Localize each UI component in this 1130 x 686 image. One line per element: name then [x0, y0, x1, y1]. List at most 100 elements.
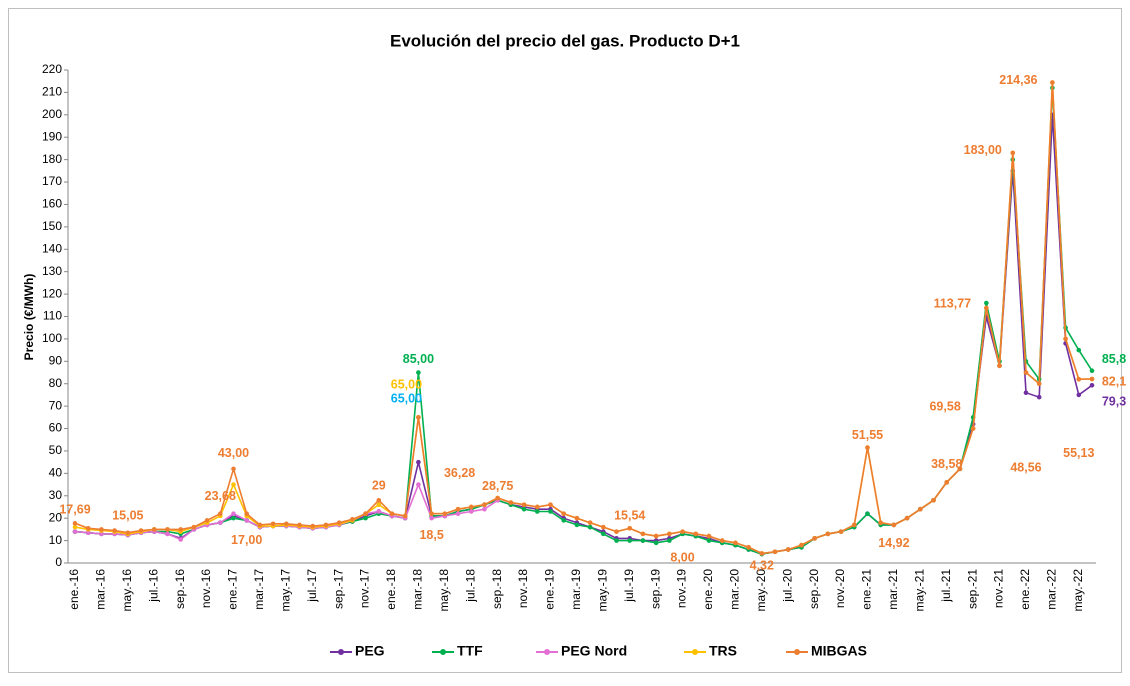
x-tick-label: jul.-21	[939, 569, 953, 603]
point	[442, 511, 448, 516]
data-label: 85,8	[1102, 352, 1126, 366]
point	[1089, 382, 1095, 388]
x-tick-label: ene.-17	[226, 569, 240, 610]
x-tick-label: ene.-18	[384, 569, 398, 610]
data-label: 113,77	[934, 296, 972, 310]
point	[667, 538, 672, 543]
x-tick-label: ene.-20	[701, 569, 715, 610]
point	[812, 536, 817, 541]
x-tick-label: sep.-18	[490, 569, 504, 609]
point	[231, 482, 236, 487]
point	[799, 542, 804, 548]
legend-marker	[440, 649, 446, 655]
point	[1076, 392, 1082, 398]
point	[746, 545, 751, 550]
point	[231, 511, 236, 516]
x-tick-label: mar.-19	[569, 569, 583, 610]
data-label: 48,56	[1010, 460, 1041, 474]
x-tick-label: jul.-16	[146, 569, 160, 603]
y-tick-label: 110	[43, 309, 62, 323]
x-tick-label: sep.-16	[173, 569, 187, 609]
point	[138, 528, 144, 533]
point	[85, 525, 91, 531]
point	[548, 502, 553, 508]
x-tick-label: nov.-19	[675, 569, 689, 608]
y-tick-label: 190	[42, 129, 62, 143]
point	[1010, 150, 1016, 156]
point	[984, 305, 989, 311]
x-tick-label: nov.-21	[992, 569, 1006, 608]
point	[350, 517, 355, 522]
point	[1089, 376, 1095, 382]
point	[72, 524, 78, 530]
x-tick-label: may.-22	[1071, 569, 1085, 612]
x-tick-label: sep.-21	[965, 569, 979, 609]
x-tick-label: may.-16	[120, 569, 134, 612]
point	[72, 521, 78, 526]
data-label: 183,00	[964, 143, 1002, 157]
y-tick-label: 220	[42, 62, 62, 76]
point	[1076, 376, 1082, 382]
data-label: 214,36	[999, 73, 1037, 87]
legend-label: TRS	[709, 643, 737, 659]
point	[165, 527, 170, 532]
data-label: 65,00	[391, 378, 422, 392]
y-tick-label: 80	[49, 376, 63, 390]
data-label: 8,00	[670, 550, 694, 564]
point	[997, 363, 1002, 369]
point	[429, 511, 434, 516]
data-label: 4,32	[750, 559, 774, 573]
legend-label: PEG	[355, 643, 385, 659]
point	[151, 527, 157, 532]
point	[1050, 80, 1055, 85]
y-tick-label: 210	[42, 85, 62, 99]
point	[772, 549, 778, 555]
x-tick-label: nov.-17	[358, 569, 372, 608]
point	[1063, 336, 1068, 342]
point	[416, 459, 421, 465]
chart-title: Evolución del precio del gas. Producto D…	[390, 31, 740, 50]
point	[402, 513, 408, 519]
point	[838, 529, 844, 534]
point	[680, 529, 685, 534]
y-tick-label: 90	[49, 353, 63, 367]
series	[72, 80, 1095, 556]
x-tick-label: may.-17	[278, 569, 292, 612]
point	[944, 480, 950, 485]
data-label: 85,00	[403, 352, 434, 366]
point	[257, 522, 263, 528]
point	[548, 509, 553, 514]
y-tick-label: 200	[42, 107, 62, 121]
point	[178, 537, 183, 542]
x-tick-label: ene.-16	[67, 569, 81, 610]
point	[416, 482, 421, 487]
data-label: 29	[372, 478, 386, 492]
point	[376, 497, 382, 503]
data-label: 82,1	[1102, 374, 1126, 388]
data-label: 28,75	[482, 479, 513, 493]
point	[851, 522, 857, 528]
point	[614, 529, 619, 534]
x-tick-label: ene.-21	[860, 569, 874, 610]
x-tick-label: mar.-16	[94, 569, 108, 610]
point	[323, 522, 329, 528]
y-tick-label: 160	[42, 197, 62, 211]
data-label: 55,13	[1063, 446, 1094, 460]
x-tick-label: sep.-17	[331, 569, 345, 609]
y-tick-label: 50	[49, 443, 63, 457]
point	[376, 509, 382, 514]
x-tick-label: nov.-16	[199, 569, 213, 608]
point	[455, 506, 461, 512]
point	[310, 523, 316, 529]
y-tick-label: 150	[42, 219, 62, 233]
point	[534, 504, 540, 510]
point	[217, 511, 223, 516]
x-tick-label: ene.-19	[543, 569, 557, 610]
y-tick-label: 120	[42, 286, 62, 300]
point	[231, 515, 236, 521]
x-tick-label: sep.-19	[648, 569, 662, 609]
point	[99, 527, 104, 532]
x-tick-label: mar.-20	[728, 569, 742, 610]
data-label: 15,05	[112, 509, 143, 523]
point	[601, 531, 606, 537]
